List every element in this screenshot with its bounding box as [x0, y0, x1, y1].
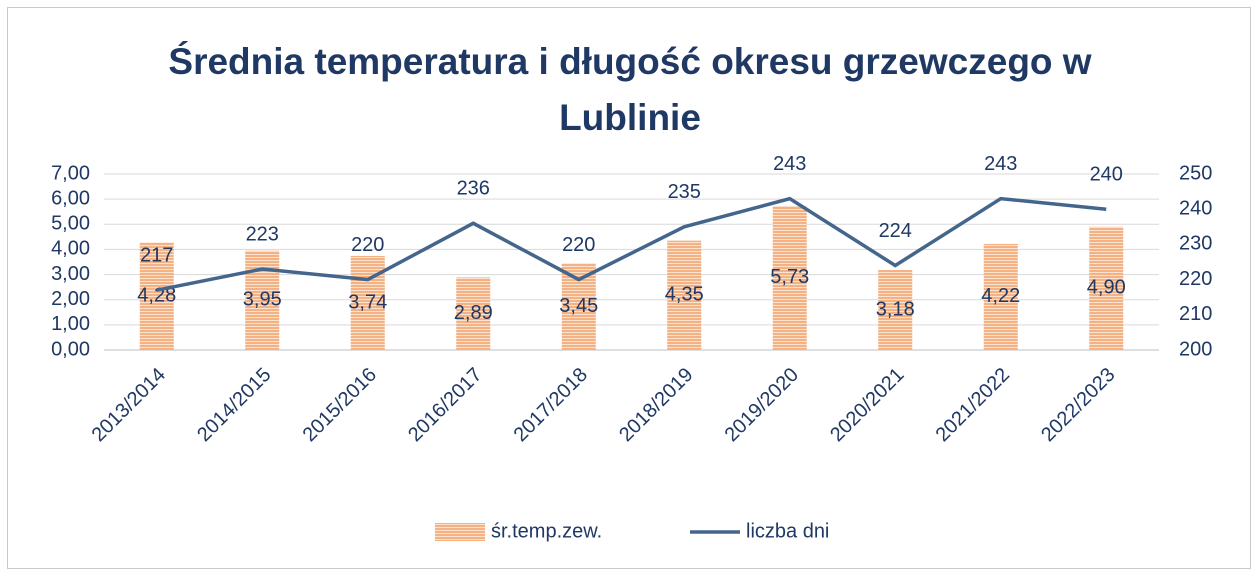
y-tick-label: 6,00 [51, 187, 90, 209]
bar-value-label: 5,73 [770, 266, 809, 288]
x-tick-label: 2020/2021 [826, 364, 908, 446]
bar-value-label: 2,89 [454, 302, 493, 324]
line-value-label: 243 [773, 153, 806, 175]
bar [139, 242, 174, 350]
x-tick-label: 2013/2014 [88, 364, 170, 446]
y2-tick-label: 200 [1179, 338, 1212, 360]
x-tick-label: 2022/2023 [1037, 364, 1119, 446]
bar-value-label: 3,95 [243, 289, 282, 311]
y-tick-label: 4,00 [51, 238, 90, 260]
bar-value-label: 4,90 [1087, 277, 1126, 299]
legend-label: liczba dni [746, 520, 829, 542]
line-value-label: 217 [140, 244, 173, 266]
y-tick-label: 7,00 [51, 162, 90, 184]
chart-title: Średnia temperatura i długość okresu grz… [168, 41, 1092, 138]
y2-tick-label: 250 [1179, 162, 1212, 184]
bar [1089, 226, 1124, 350]
chart-frame [7, 7, 1251, 569]
bar [245, 250, 280, 350]
y-tick-label: 2,00 [51, 288, 90, 310]
line-value-label: 236 [457, 178, 490, 200]
legend-swatch [435, 523, 485, 541]
line [156, 196, 1107, 292]
line-value-label: 223 [246, 223, 279, 245]
line-value-label: 224 [879, 220, 912, 242]
x-tick-label: 2014/2015 [193, 364, 275, 446]
y2-tick-label: 210 [1179, 303, 1212, 325]
y2-tick-label: 220 [1179, 268, 1212, 290]
x-tick-label: 2017/2018 [510, 364, 592, 446]
x-tick-label: 2021/2022 [932, 364, 1014, 446]
bar-value-label: 4,22 [981, 285, 1020, 307]
bar-value-label: 3,74 [348, 291, 387, 313]
line-value-label: 220 [562, 234, 595, 256]
y-tick-label: 1,00 [51, 313, 90, 335]
line-value-label: 243 [984, 153, 1017, 175]
x-tick-label: 2018/2019 [615, 364, 697, 446]
y-tick-label: 3,00 [51, 263, 90, 285]
x-tick-label: 2016/2017 [404, 364, 486, 446]
y-tick-label: 5,00 [51, 213, 90, 235]
bar [878, 270, 913, 350]
line-value-label: 220 [351, 234, 384, 256]
legend-label: śr.temp.zew. [491, 520, 602, 542]
y2-tick-label: 230 [1179, 233, 1212, 255]
bar [983, 243, 1018, 350]
line-value-label: 235 [668, 181, 701, 203]
line-value-label: 240 [1090, 163, 1123, 185]
y2-tick-label: 240 [1179, 197, 1212, 219]
bar-value-label: 3,18 [876, 298, 915, 320]
bar [456, 277, 491, 350]
x-tick-label: 2019/2020 [721, 364, 803, 446]
bar [667, 240, 702, 350]
bar-value-label: 4,35 [665, 284, 704, 306]
bar-value-label: 3,45 [559, 295, 598, 317]
y-tick-label: 0,00 [51, 338, 90, 360]
x-tick-label: 2015/2016 [299, 364, 381, 446]
bar [772, 205, 807, 350]
